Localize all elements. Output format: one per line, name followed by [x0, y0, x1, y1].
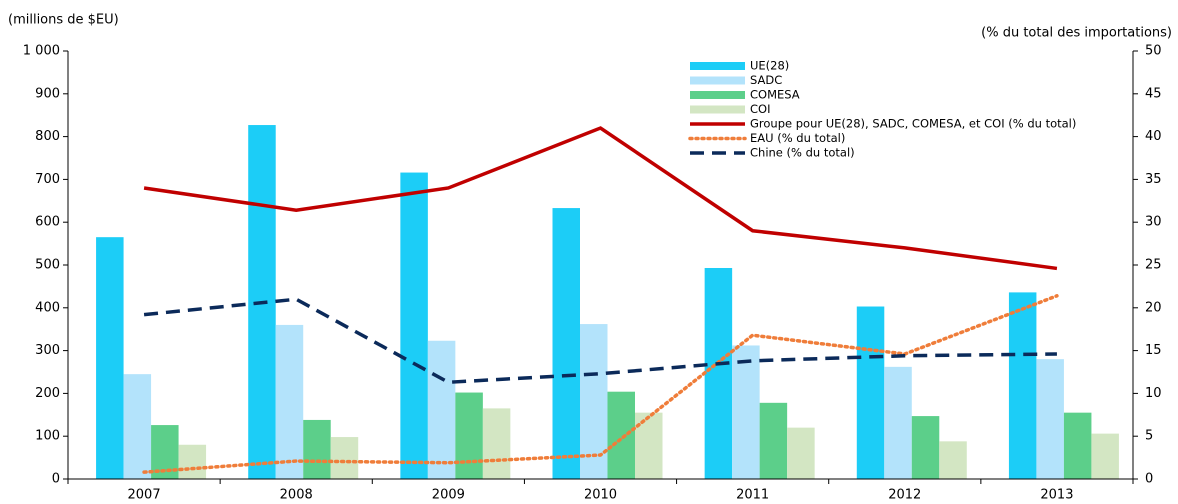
x-tick-label: 2011	[736, 488, 769, 503]
bar	[759, 402, 788, 479]
x-tick-label: 2009	[432, 488, 465, 503]
y-tick-label: 200	[35, 386, 60, 401]
legend-swatch	[690, 62, 745, 70]
y-tick-label: 400	[35, 300, 60, 315]
x-tick-label: 2013	[1040, 488, 1073, 503]
bar	[96, 237, 124, 479]
legend-swatch	[690, 105, 745, 114]
legend-label: Groupe pour UE(28), SADC, COMESA, et COI…	[750, 117, 1076, 131]
legend-swatch	[690, 76, 745, 85]
y-tick-label: 100	[35, 429, 60, 444]
legend-label: UE(28)	[750, 59, 789, 73]
x-tick-label: 2010	[584, 488, 617, 503]
bar	[580, 324, 608, 479]
x-tick-label: 2008	[280, 488, 313, 503]
bar	[303, 419, 331, 479]
bar	[427, 340, 456, 479]
bar	[482, 408, 511, 479]
bar	[123, 374, 152, 479]
bar	[275, 324, 304, 479]
bar	[607, 391, 635, 479]
line	[143, 297, 1057, 385]
y2-tick-label: 45	[1145, 86, 1162, 101]
bar	[635, 412, 663, 479]
bar	[939, 441, 967, 479]
bar	[1036, 359, 1064, 479]
bar	[1063, 412, 1092, 479]
bar	[1091, 433, 1119, 479]
line	[143, 126, 1058, 271]
y-tick-label: 800	[35, 129, 60, 144]
y2-tick-label: 0	[1145, 472, 1153, 487]
x-tick-label: 2012	[888, 488, 921, 503]
bar	[911, 416, 940, 479]
legend-label: EAU (% du total)	[750, 131, 845, 145]
y-tick-label: 900	[35, 86, 60, 101]
bar	[178, 444, 207, 479]
bar	[455, 392, 483, 479]
y-tick-label: 700	[35, 172, 60, 187]
bar	[400, 172, 428, 479]
y-tick-label: 300	[35, 343, 60, 358]
y2-tick-label: 30	[1145, 215, 1162, 230]
legend-label: COI	[750, 102, 770, 116]
bar	[787, 427, 815, 479]
y2-tick-label: 10	[1145, 386, 1162, 401]
y-tick-label: 600	[35, 215, 60, 230]
y2-tick-label: 20	[1145, 300, 1162, 315]
y2-tick-label: 40	[1145, 129, 1162, 144]
y2-tick-label: 35	[1145, 172, 1162, 187]
bar	[1008, 292, 1037, 479]
y2-tick-label: 15	[1145, 343, 1162, 358]
legend-swatch	[690, 91, 745, 99]
bar	[330, 437, 359, 479]
bar	[704, 267, 733, 479]
bar	[856, 306, 885, 479]
y-tick-label: 500	[35, 258, 60, 273]
y2-tick-label: 25	[1145, 258, 1162, 273]
legend-label: Chine (% du total)	[750, 146, 855, 160]
y2-tick-label: 5	[1145, 429, 1153, 444]
bar	[552, 208, 580, 480]
y2-tick-label: 50	[1145, 44, 1162, 59]
x-tick-label: 2007	[128, 488, 161, 503]
y-axis-label: (millions de $EU)	[8, 13, 119, 28]
y-tick-label: 0	[52, 472, 60, 487]
legend-label: SADC	[750, 73, 782, 87]
legend-label: COMESA	[750, 88, 800, 102]
y-tick-label: 1 000	[23, 44, 60, 59]
bar	[884, 366, 912, 479]
y2-axis-label: (% du total des importations)	[981, 26, 1172, 41]
bar	[732, 345, 760, 479]
